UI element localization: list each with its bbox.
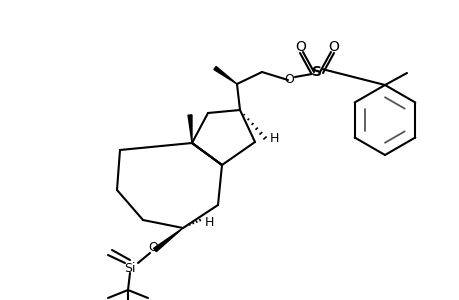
Polygon shape bbox=[188, 115, 191, 143]
Polygon shape bbox=[213, 67, 236, 84]
Text: Si: Si bbox=[124, 262, 135, 275]
Text: S: S bbox=[311, 65, 321, 79]
Text: O: O bbox=[148, 242, 157, 254]
Text: O: O bbox=[328, 40, 339, 54]
Text: O: O bbox=[295, 40, 306, 54]
Text: H: H bbox=[269, 131, 279, 145]
Text: O: O bbox=[284, 73, 293, 85]
Polygon shape bbox=[153, 228, 183, 252]
Text: H: H bbox=[205, 217, 214, 230]
